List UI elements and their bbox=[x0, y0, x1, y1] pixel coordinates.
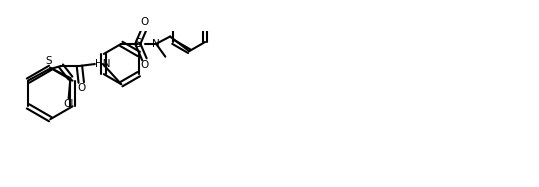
Text: S: S bbox=[45, 56, 52, 66]
Text: O: O bbox=[140, 17, 149, 27]
Text: O: O bbox=[140, 60, 149, 70]
Text: O: O bbox=[77, 83, 85, 94]
Text: Cl: Cl bbox=[64, 99, 74, 109]
Text: HN: HN bbox=[95, 59, 111, 69]
Text: S: S bbox=[134, 37, 141, 50]
Text: N: N bbox=[153, 39, 160, 49]
